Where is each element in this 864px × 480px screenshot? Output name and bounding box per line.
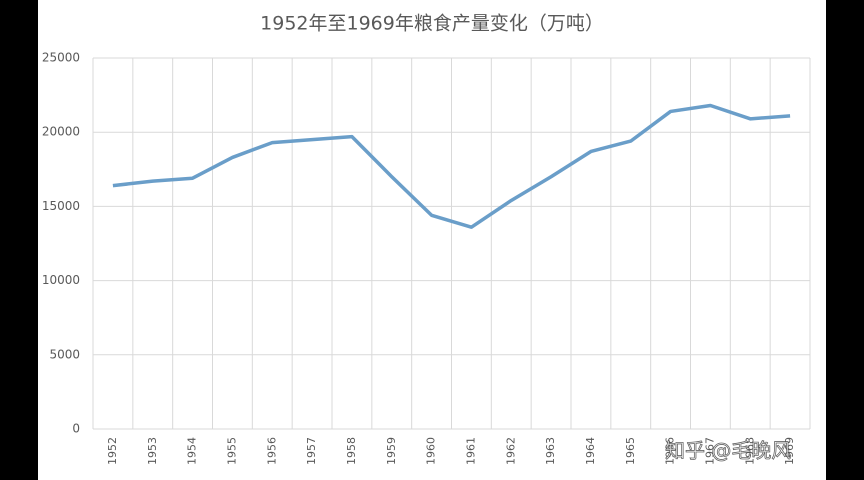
y-tick-label: 5000 <box>49 347 80 361</box>
x-tick-label: 1959 <box>385 437 398 465</box>
x-tick-label: 1955 <box>225 437 238 465</box>
y-tick-label: 20000 <box>42 125 80 139</box>
chart-title: 1952年至1969年粮食产量变化（万吨） <box>260 13 604 35</box>
x-tick-label: 1953 <box>146 437 159 465</box>
x-tick-label: 1961 <box>464 437 477 465</box>
y-tick-label: 0 <box>72 422 80 436</box>
x-tick-label: 1965 <box>624 437 637 465</box>
x-tick-label: 1969 <box>783 437 796 465</box>
x-tick-label: 1952 <box>106 437 119 465</box>
x-tick-label: 1964 <box>584 437 597 465</box>
watermark: 知乎 @毛晚风 <box>665 439 791 463</box>
x-tick-label: 1960 <box>425 437 438 465</box>
x-tick-label: 1963 <box>544 437 557 465</box>
y-tick-label: 15000 <box>42 199 80 213</box>
x-tick-label: 1966 <box>664 437 677 465</box>
x-tick-label: 1956 <box>265 437 278 465</box>
x-tick-label: 1962 <box>504 437 517 465</box>
y-tick-label: 25000 <box>42 51 80 65</box>
x-tick-label: 1957 <box>305 437 318 465</box>
x-tick-label: 1954 <box>186 437 199 465</box>
chart-background <box>38 0 826 480</box>
x-tick-label: 1967 <box>703 437 716 465</box>
x-tick-label: 1968 <box>743 437 756 465</box>
x-tick-label: 1958 <box>345 437 358 465</box>
y-tick-label: 10000 <box>42 273 80 287</box>
line <box>112 103 791 229</box>
